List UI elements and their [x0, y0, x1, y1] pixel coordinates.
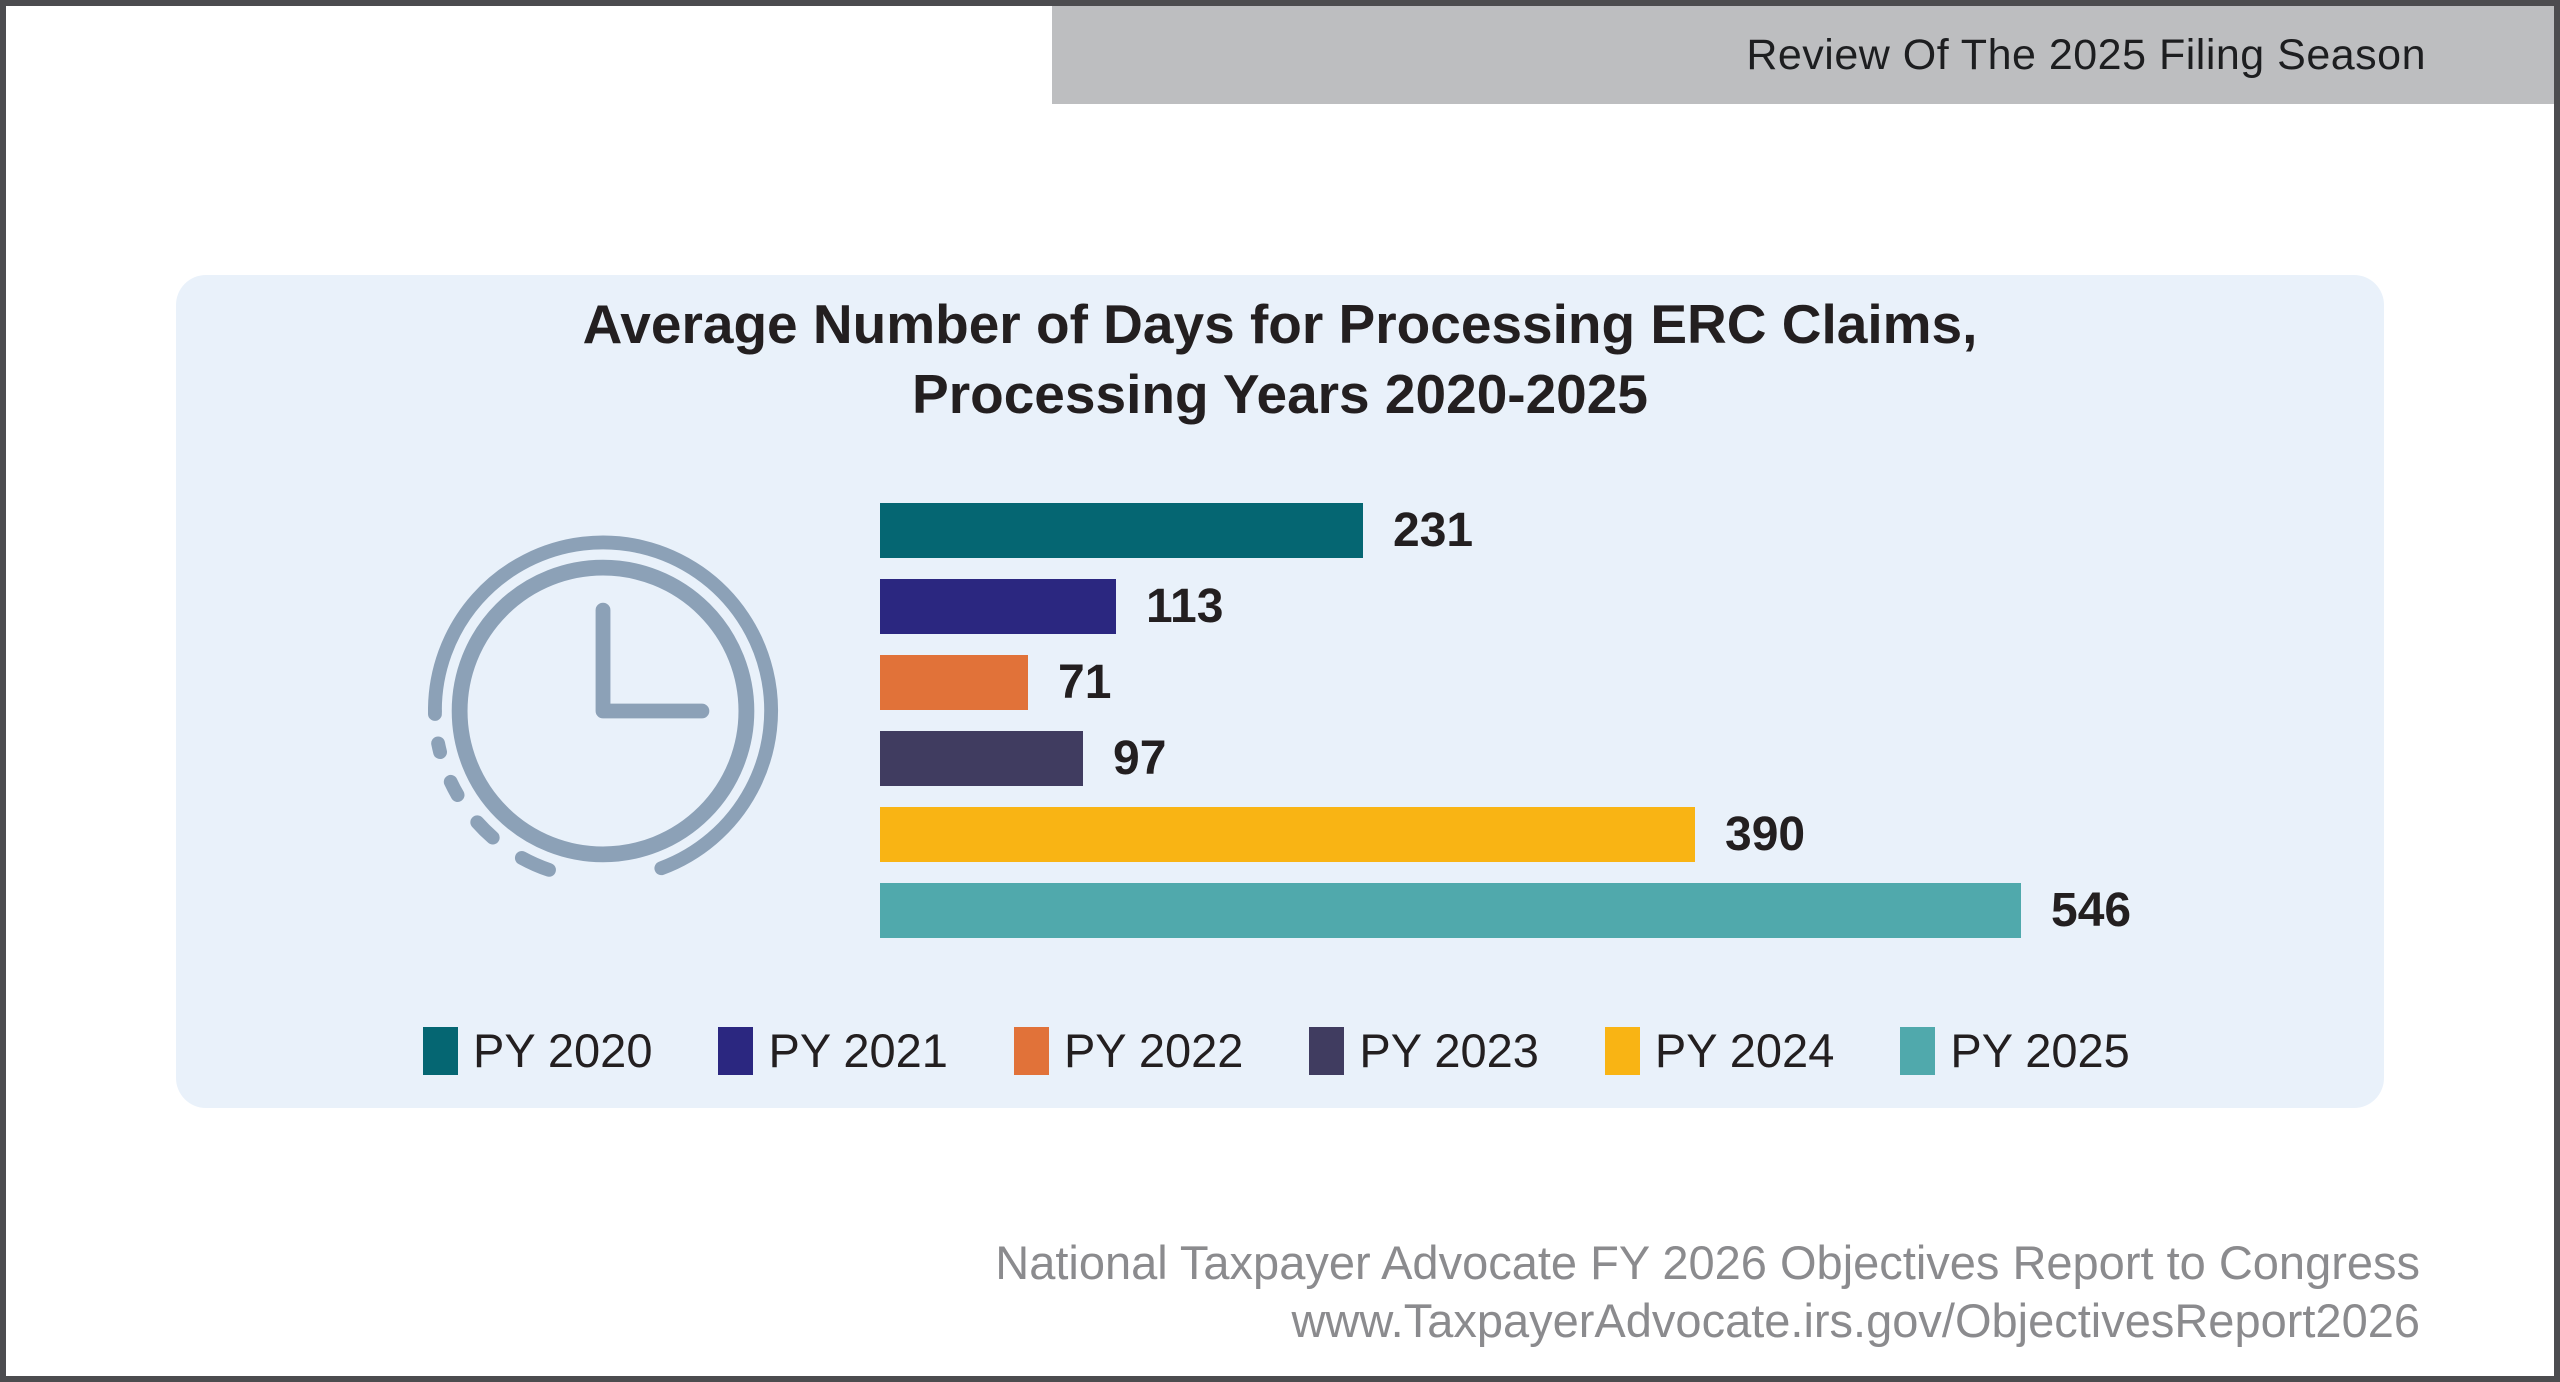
bar-value-label: 390 — [1725, 808, 1806, 861]
bar-row-py-2023: 97 — [880, 731, 2131, 786]
legend-label: PY 2024 — [1654, 1024, 1835, 1077]
bar — [880, 579, 1116, 634]
page-header-banner: Review Of The 2025 Filing Season — [1052, 6, 2554, 104]
legend-label: PY 2022 — [1063, 1024, 1244, 1077]
clock-icon — [428, 535, 779, 884]
legend-label: PY 2023 — [1359, 1024, 1539, 1077]
bar-row-py-2020: 231 — [880, 503, 2131, 558]
source-attribution: National Taxpayer Advocate FY 2026 Objec… — [995, 1234, 2420, 1350]
legend-item-py-2023: PY 2023 — [1309, 1023, 1539, 1078]
bar — [880, 731, 1083, 786]
legend-swatch — [1604, 1026, 1640, 1075]
legend-item-py-2020: PY 2020 — [423, 1023, 652, 1078]
legend-label: PY 2021 — [768, 1024, 948, 1077]
bar-chart: 231 113 71 97 390 546 — [880, 503, 2131, 959]
bar — [880, 883, 2021, 938]
bar-row-py-2024: 390 — [880, 807, 2131, 862]
bar-value-label: 113 — [1146, 580, 1224, 633]
legend-swatch — [1309, 1026, 1345, 1075]
bar-row-py-2022: 71 — [880, 655, 2131, 710]
banner-title: Review Of The 2025 Filing Season — [1746, 30, 2426, 79]
bar-value-label: 71 — [1058, 656, 1112, 709]
legend-swatch — [1900, 1026, 1936, 1075]
chart-card: Average Number of Days for Processing ER… — [176, 275, 2384, 1108]
bar — [880, 655, 1028, 710]
bar-value-label: 546 — [2051, 884, 2132, 937]
legend-item-py-2025: PY 2025 — [1900, 1023, 2130, 1078]
legend-item-py-2021: PY 2021 — [718, 1023, 948, 1078]
legend-item-py-2024: PY 2024 — [1604, 1023, 1835, 1078]
bar-value-label: 231 — [1393, 504, 1474, 557]
bar — [880, 503, 1363, 558]
legend-label: PY 2020 — [473, 1024, 653, 1077]
source-line: National Taxpayer Advocate FY 2026 Objec… — [995, 1236, 2420, 1289]
chart-title-line-2: Processing Years 2020-2025 — [912, 363, 1648, 425]
chart-title-line-1: Average Number of Days for Processing ER… — [582, 293, 1978, 355]
bar-value-label: 97 — [1113, 732, 1167, 785]
legend-swatch — [718, 1026, 754, 1075]
chart-legend: PY 2020 PY 2021 PY 2022 PY 2023 PY 2024 PY 20… — [423, 1023, 2130, 1078]
chart-title: Average Number of Days for Processing ER… — [176, 289, 2384, 429]
legend-item-py-2022: PY 2022 — [1013, 1023, 1244, 1078]
bar — [880, 807, 1695, 862]
source-url: www.TaxpayerAdvocate.irs.gov/ObjectivesR… — [1291, 1294, 2420, 1347]
legend-swatch — [1013, 1026, 1049, 1075]
legend-swatch — [423, 1026, 458, 1075]
bar-row-py-2021: 113 — [880, 579, 2131, 634]
bar-row-py-2025: 546 — [880, 883, 2131, 938]
legend-label: PY 2025 — [1950, 1024, 2130, 1077]
